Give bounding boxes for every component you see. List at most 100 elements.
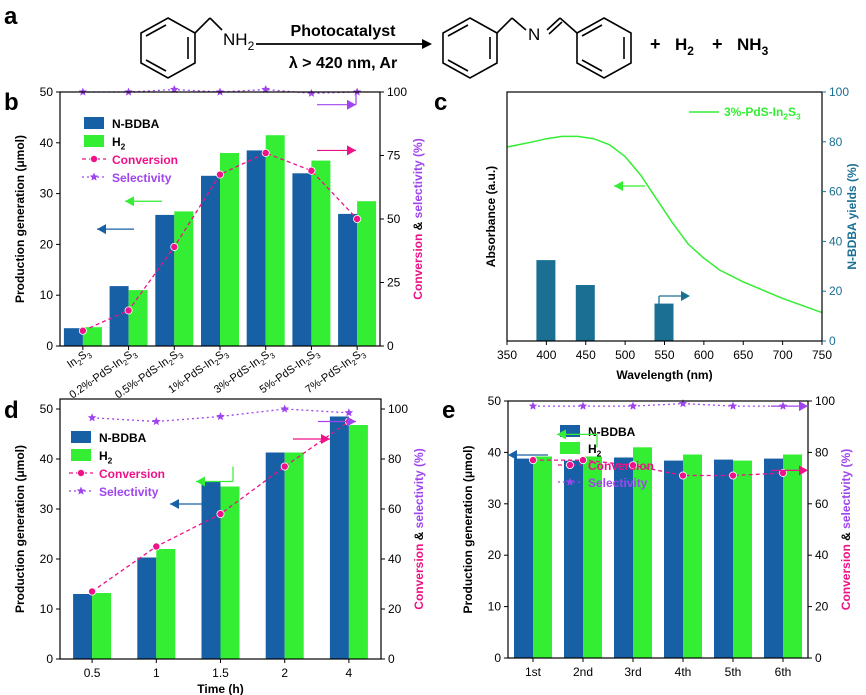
y-tick-label: 10 — [40, 288, 54, 302]
bar-h2-3 — [683, 454, 702, 658]
legend-marker-3 — [565, 477, 575, 486]
legend-swatch-0 — [84, 117, 104, 129]
bar-n-bdba-4 — [246, 150, 266, 346]
y-right-tick-label: 0 — [829, 334, 836, 348]
bar-n-bdba-3 — [201, 175, 220, 346]
y-right-tick-label: 20 — [388, 602, 402, 616]
conversion-point-3 — [215, 170, 224, 179]
chart-panel-e: 0 10 20 30 40 50 0 20 40 60 80 100 1st 2nd 3rd 4th 5th 6t… — [461, 394, 853, 679]
legend-swatch-1 — [560, 442, 580, 454]
selectivity-point-0 — [87, 413, 97, 422]
bar-n-bdba-4 — [329, 416, 349, 659]
axis-arrowhead-0 — [97, 224, 106, 235]
selectivity-point-5 — [307, 88, 316, 97]
selectivity-point-4 — [728, 401, 738, 410]
axis-arrowhead-1 — [125, 196, 134, 207]
y-right-tick-label: 60 — [829, 185, 843, 199]
absorbance-curve — [506, 135, 823, 314]
y-right-tick-label: 60 — [815, 497, 829, 511]
legend-marker-2 — [77, 468, 86, 477]
x-tick-label: 3rd — [624, 665, 641, 679]
legend-swatch-0 — [71, 431, 91, 443]
axis-arrowhead-0 — [508, 449, 517, 460]
nh3-label: NH3 — [737, 35, 769, 58]
x-tick-label: 700 — [773, 348, 793, 362]
conversion-point-2 — [216, 509, 225, 518]
y-right-tick-label: 0 — [387, 339, 394, 353]
bar-n-bdba-4 — [714, 459, 733, 658]
panel-letter-c: c — [434, 89, 447, 116]
x-tick-label: 400 — [536, 348, 556, 362]
imine-n-label: N — [528, 25, 540, 44]
legend-label-3: Selectivity — [588, 476, 648, 490]
conversion-point-3 — [679, 471, 688, 480]
axis-arrowhead-3 — [799, 401, 808, 412]
legend-label-2: Conversion — [99, 467, 165, 481]
imine-structure — [442, 17, 632, 79]
yield-bar-2 — [654, 303, 674, 341]
axis-arrowhead-0 — [170, 499, 179, 509]
panel-letter-a: a — [4, 3, 18, 30]
x-axis-title: Wavelength (nm) — [616, 368, 712, 382]
bar-h2-5 — [311, 160, 331, 346]
selectivity-point-2 — [628, 401, 638, 410]
axis-arrowhead-2 — [321, 434, 330, 444]
bar-h2-2 — [220, 486, 240, 659]
bar-h2-1 — [128, 290, 148, 346]
plus-sign-1: + — [650, 34, 661, 54]
y-right-tick-label: 20 — [829, 284, 843, 298]
selectivity-point-1 — [578, 401, 588, 410]
x-tick-label: 450 — [576, 348, 596, 362]
y-tick-label: 20 — [40, 237, 54, 251]
selectivity-point-4 — [344, 408, 354, 417]
y-right-tick-label: 75 — [387, 149, 401, 163]
bar-n-bdba-3 — [664, 460, 683, 658]
bar-h2-0 — [82, 327, 102, 346]
selectivity-point-1 — [152, 417, 161, 426]
conversion-point-3 — [280, 462, 289, 471]
conversion-point-5 — [307, 166, 316, 175]
bar-n-bdba-2 — [201, 481, 221, 659]
x-tick-label: 650 — [733, 348, 753, 362]
y-right-tick-label: 100 — [815, 394, 835, 408]
y-right-tick-label: 40 — [388, 552, 402, 566]
legend-marker-2 — [90, 154, 99, 163]
bar-axis-arrowhead — [681, 291, 690, 301]
reaction-arrow-head — [422, 39, 432, 49]
legend-label-0: N-BDBA — [112, 117, 160, 131]
y-right-axis-title: Conversion & selectivity (%) — [839, 449, 853, 610]
axis-arrowhead-1 — [196, 476, 205, 487]
y-axis-title: Absorbance (a.u.) — [484, 166, 498, 267]
conversion-point-1 — [579, 456, 588, 465]
y-axis-title: Production generation (μmol) — [13, 135, 27, 303]
conversion-point-6 — [353, 214, 362, 223]
bar-n-bdba-6 — [338, 213, 358, 346]
y-right-axis-title: Conversion & selectivity (%) — [412, 448, 426, 609]
bar-n-bdba-1 — [109, 286, 129, 346]
y-right-tick-label: 80 — [829, 135, 843, 149]
conversion-point-0 — [78, 326, 87, 335]
h2-label: H2 — [675, 35, 694, 58]
legend-label-1: H2 — [99, 449, 113, 466]
bar-h2-0 — [92, 593, 112, 659]
x-tick-label: 1 — [153, 666, 160, 680]
axis-arrowhead-1 — [557, 429, 566, 440]
y-right-tick-label: 40 — [815, 548, 829, 562]
axis-arrowhead-2 — [799, 465, 808, 476]
panel-letter-e: e — [442, 397, 455, 424]
y-right-tick-label: 20 — [815, 600, 829, 614]
bar-n-bdba-2 — [614, 457, 633, 658]
bar-h2-2 — [633, 447, 652, 658]
curve-axis-arrowhead — [614, 181, 623, 191]
axis-arrowhead-3 — [347, 416, 356, 427]
y-right-tick-label: 0 — [388, 652, 395, 666]
chart-panel-b: 010203040500255075100In2S30.2%-PdS-In2S3… — [13, 85, 425, 401]
bar-n-bdba-5 — [292, 173, 312, 346]
x-tick-label: 4th — [675, 665, 692, 679]
y-tick-label: 20 — [488, 548, 502, 562]
bar-h2-3 — [284, 452, 304, 659]
y-tick-label: 10 — [40, 602, 54, 616]
